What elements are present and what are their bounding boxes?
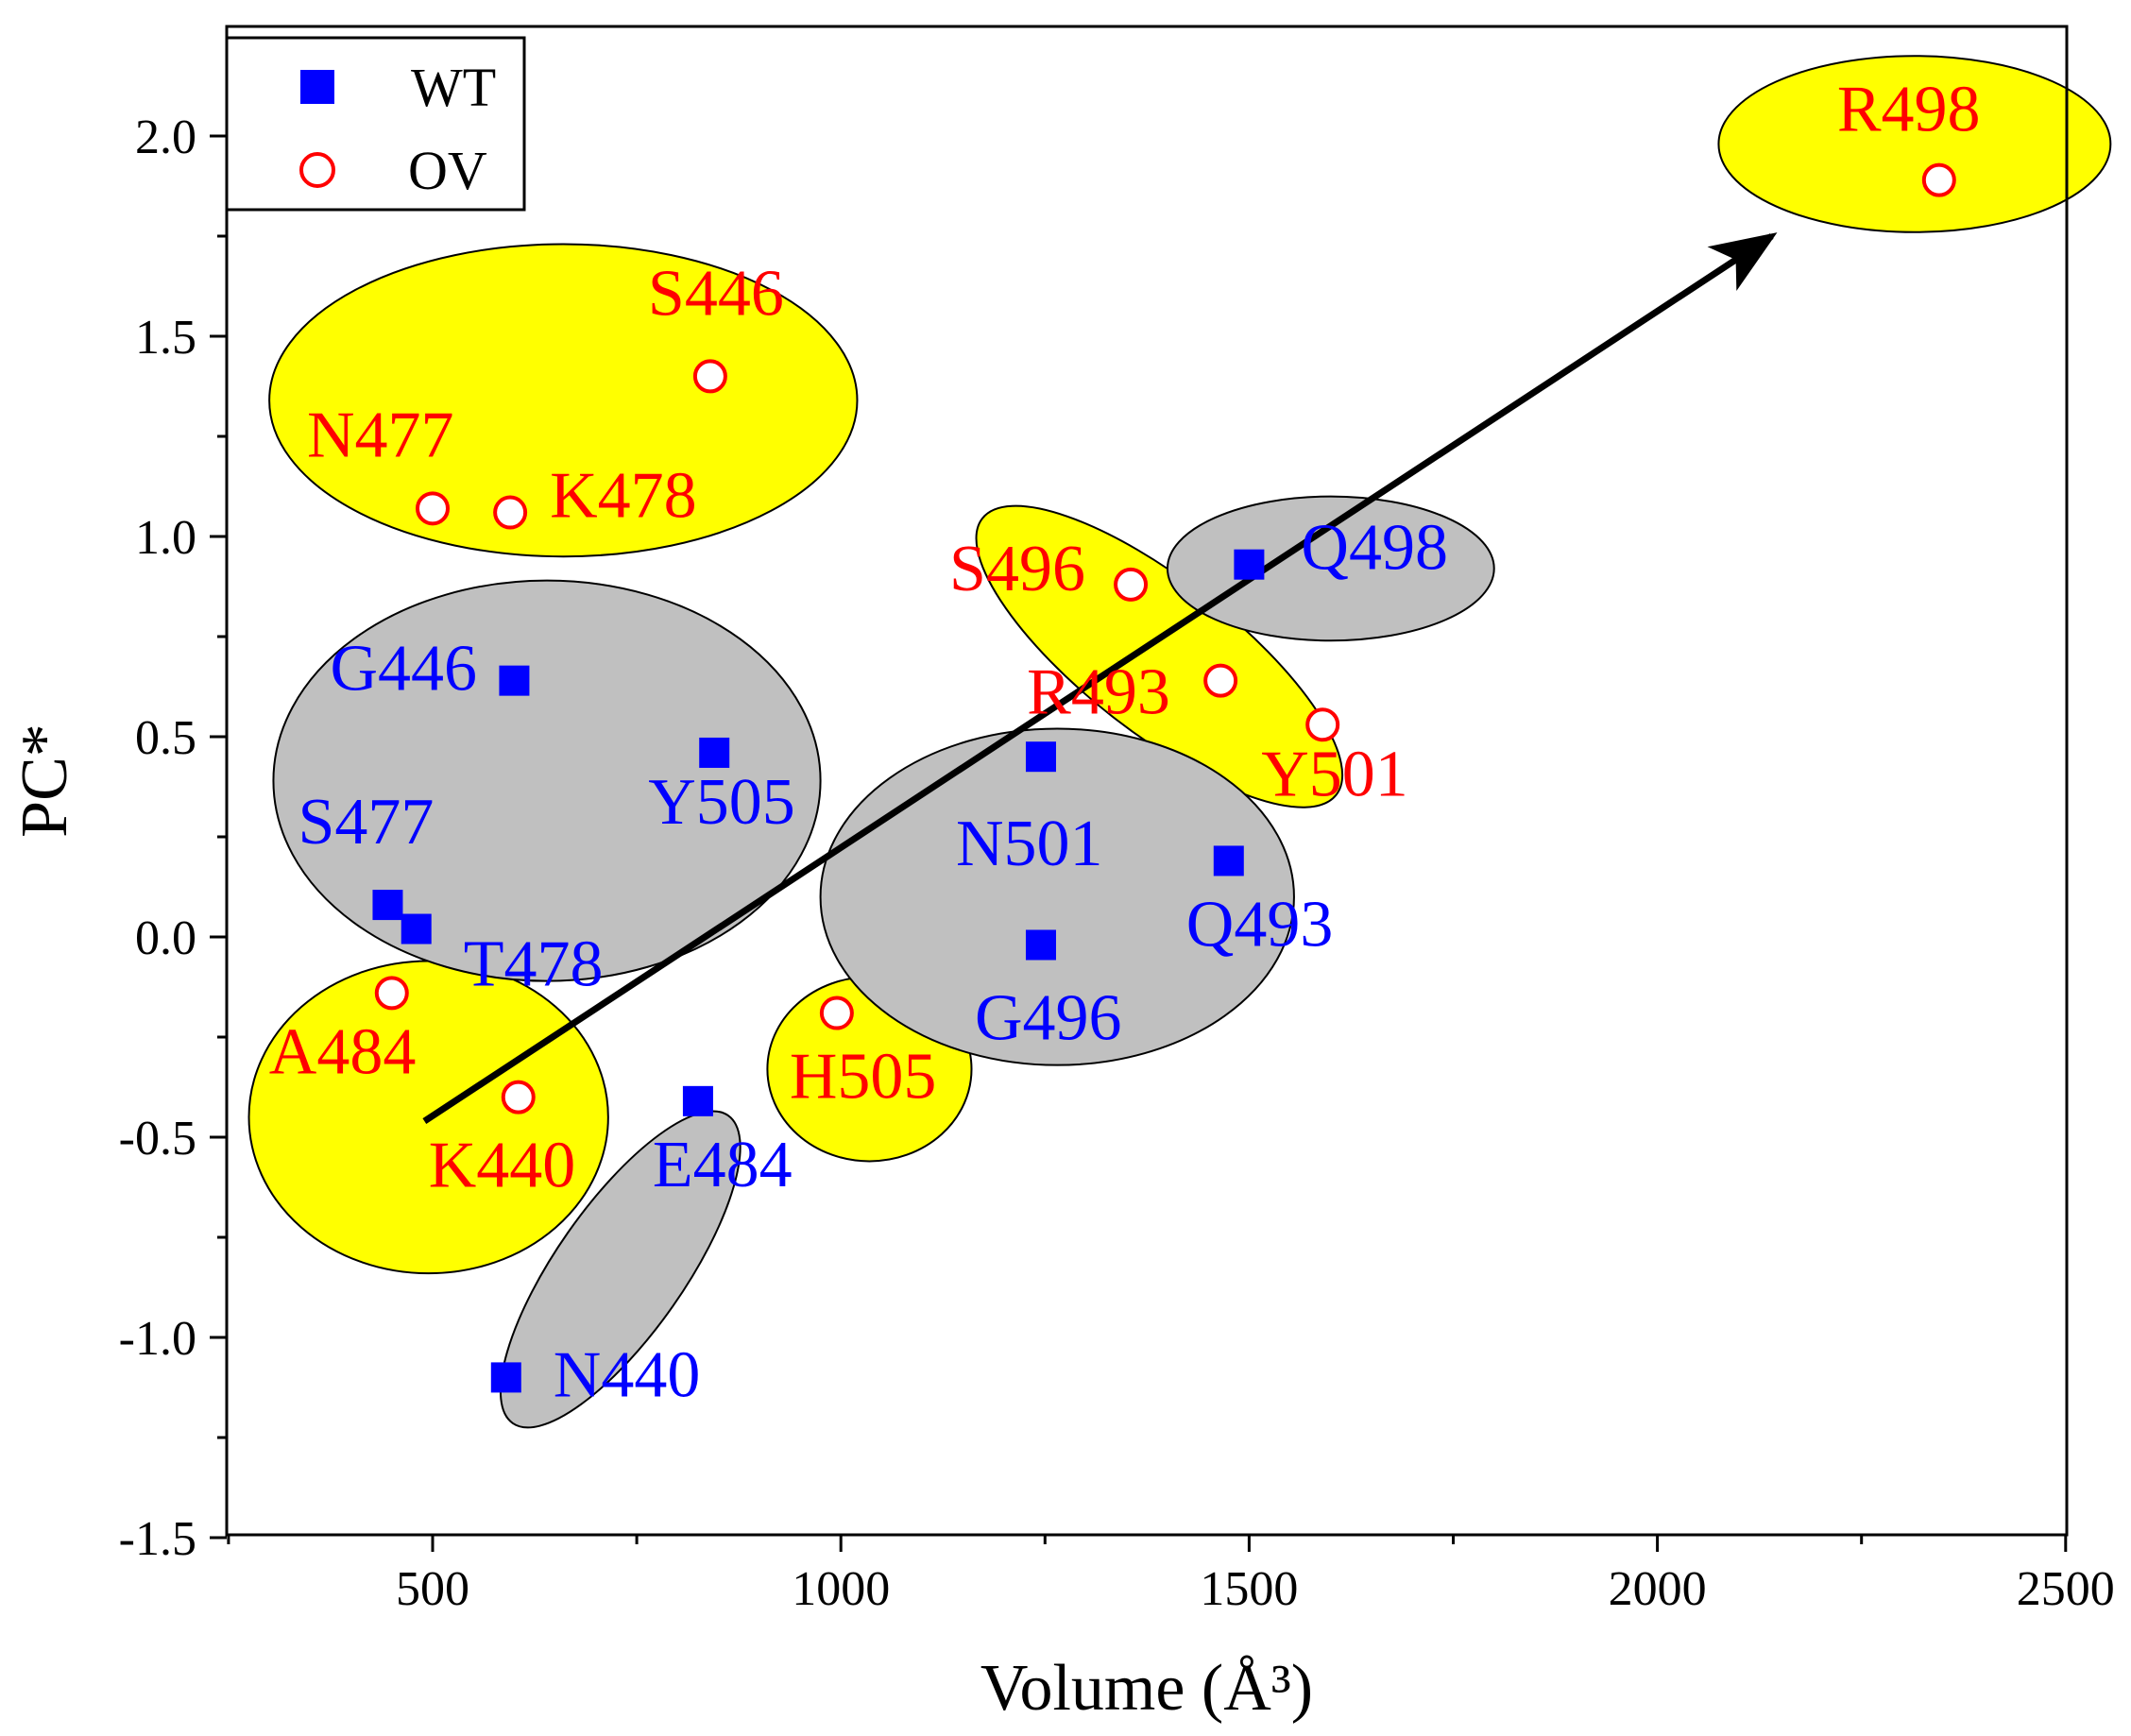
point-label-s446: S446 [648, 257, 784, 330]
ov-point-a484 [374, 976, 409, 1011]
ov-point-r498 [1921, 162, 1956, 197]
point-label-y505: Y505 [648, 766, 795, 839]
cluster-region-wt-8 [819, 727, 1295, 1066]
legend-wt-label: WT [411, 57, 496, 118]
cluster-region-ov-2 [1717, 55, 2112, 233]
ov-point-s446 [692, 359, 727, 394]
cluster-region-wt-9 [499, 1110, 742, 1429]
point-label-k478: K478 [550, 460, 697, 533]
legend-ov-marker [299, 152, 335, 188]
wt-point-q493 [1213, 845, 1244, 877]
wt-point-n440 [490, 1362, 521, 1393]
point-label-h505: H505 [790, 1041, 937, 1114]
ov-point-h505 [819, 996, 854, 1030]
wt-point-g496 [1025, 929, 1056, 961]
wt-point-q498 [1234, 549, 1265, 580]
ov-point-k440 [501, 1080, 536, 1115]
y-tick-label: 2.0 [135, 111, 196, 164]
point-label-t478: T478 [464, 928, 604, 1001]
point-label-n501: N501 [956, 808, 1103, 880]
point-label-n440: N440 [554, 1338, 701, 1411]
x-tick-label: 1000 [792, 1562, 890, 1616]
wt-point-g446 [499, 665, 530, 696]
cluster-region-ov-1 [268, 243, 859, 558]
point-label-s496: S496 [949, 533, 1085, 605]
y-tick-label: 1.0 [135, 511, 196, 565]
data-points: G446 Y505 S477 T478 N501 G496 Q493 Q498 E484 N440… [269, 74, 1981, 1412]
wt-point-e484 [682, 1085, 713, 1116]
wt-point-y505 [699, 737, 730, 768]
point-label-g496: G496 [975, 981, 1122, 1054]
point-label-s477: S477 [298, 786, 434, 859]
legend-wt-marker [300, 70, 334, 104]
y-tick-label: -0.5 [119, 1112, 196, 1166]
y-tick-label: 0.5 [135, 711, 196, 765]
plot-frame [225, 25, 2069, 1537]
cluster-region-wt-6 [272, 579, 822, 982]
legend-box [225, 36, 526, 212]
wt-point-s477 [372, 890, 403, 921]
ov-point-r493 [1203, 663, 1238, 698]
trend-arrow-layer [422, 232, 1778, 1124]
y-tick-label: 0.0 [135, 911, 196, 965]
ov-point-k478 [493, 495, 528, 530]
legend: WT OV [225, 36, 526, 212]
ov-point-y501 [1305, 707, 1340, 742]
wt-point-n501 [1025, 741, 1056, 773]
point-label-y501: Y501 [1261, 738, 1408, 810]
cluster-regions [247, 55, 2112, 1429]
point-label-e484: E484 [653, 1129, 793, 1201]
x-tick-label: 2500 [2017, 1562, 2115, 1616]
x-axis-title: Volume (Å³) [980, 1652, 1313, 1725]
point-label-r498: R498 [1837, 74, 1981, 146]
y-tick-label: -1.5 [119, 1512, 196, 1566]
legend-ov-label: OV [408, 140, 487, 201]
point-label-k440: K440 [429, 1130, 576, 1202]
y-tick-label: -1.0 [119, 1312, 196, 1366]
point-label-q498: Q498 [1301, 512, 1448, 585]
x-tick-label: 500 [396, 1562, 469, 1616]
ov-point-n477 [416, 491, 450, 526]
x-tick-label: 1500 [1200, 1562, 1298, 1616]
y-tick-label: 1.5 [135, 311, 196, 365]
ov-point-s496 [1114, 567, 1149, 602]
x-tick-label: 2000 [1609, 1562, 1707, 1616]
point-label-r493: R493 [1027, 656, 1170, 729]
cluster-region-wt-7 [1166, 495, 1495, 642]
point-label-q493: Q493 [1186, 888, 1334, 961]
wt-point-t478 [401, 913, 432, 945]
trend-arrow [422, 232, 1778, 1124]
y-axis-title: PC* [9, 723, 81, 838]
point-label-g446: G446 [330, 633, 477, 706]
point-label-n477: N477 [307, 399, 454, 471]
axes: 500 1000 1500 2000 2500 -1.5 -1.0 -0.5 0.0 0.5 1.0… [119, 25, 2115, 1616]
point-label-a484: A484 [269, 1015, 417, 1088]
